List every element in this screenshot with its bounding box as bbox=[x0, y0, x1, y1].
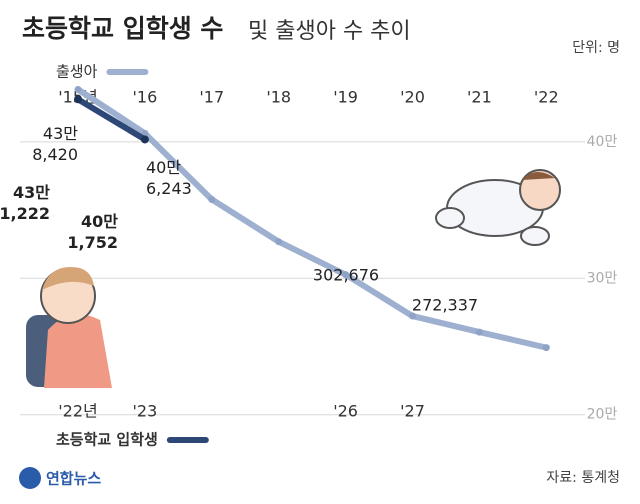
legend-label: 초등학교 입학생 bbox=[56, 431, 158, 449]
point bbox=[74, 95, 82, 104]
value-label: 302,676 bbox=[313, 266, 379, 285]
baby-hair bbox=[522, 171, 555, 180]
logo: 연합뉴스 bbox=[19, 467, 101, 489]
x-tick-label: '22 bbox=[534, 88, 559, 107]
point bbox=[140, 135, 149, 144]
unit: 단위: 명 bbox=[572, 40, 620, 56]
series-line bbox=[75, 96, 148, 143]
baby-head bbox=[519, 169, 561, 211]
chart-title: 초등학교 입학생 수 bbox=[22, 14, 223, 43]
x2-tick-label: '26 bbox=[333, 402, 358, 421]
x2-tick-label: '23 bbox=[133, 402, 158, 421]
x2-tick-label: '27 bbox=[400, 402, 425, 421]
value-label: 43만 8,420 bbox=[32, 124, 78, 164]
point bbox=[475, 328, 483, 336]
child-illustration bbox=[26, 266, 112, 388]
source: 자료: 통계청 bbox=[546, 470, 620, 486]
legend-label: 출생아 bbox=[56, 63, 98, 81]
x-tick-label: '17 bbox=[199, 88, 224, 107]
chart-subtitle: 및 출생아 수 추이 bbox=[248, 19, 411, 44]
child-hair bbox=[42, 266, 94, 290]
logo-icon bbox=[19, 467, 41, 489]
x-tick-label: '16 bbox=[133, 88, 158, 107]
point bbox=[74, 85, 82, 93]
point bbox=[342, 271, 350, 279]
child-body bbox=[44, 314, 112, 388]
baby-foot bbox=[435, 207, 465, 229]
logo-text: 연합뉴스 bbox=[46, 470, 101, 488]
value-label: 43만 1,222 bbox=[0, 183, 50, 223]
x-tick-label: '19 bbox=[333, 88, 358, 107]
series-line bbox=[75, 86, 550, 351]
value-label: 272,337 bbox=[412, 296, 478, 315]
x-tick-label: '20 bbox=[400, 88, 425, 107]
x2-tick-label: '22년 bbox=[58, 402, 97, 421]
baby-illustration bbox=[435, 169, 561, 246]
x-tick-label: '18 bbox=[266, 88, 291, 107]
x-tick-label: '21 bbox=[467, 88, 492, 107]
point bbox=[409, 312, 416, 320]
y-tick-label: 40만 bbox=[587, 134, 618, 150]
y-tick-label: 20만 bbox=[587, 407, 618, 423]
baby-arm bbox=[520, 226, 550, 246]
point bbox=[275, 238, 283, 246]
y-tick-label: 30만 bbox=[587, 270, 618, 286]
point bbox=[542, 344, 550, 352]
point bbox=[208, 195, 216, 203]
value-label: 40만 6,243 bbox=[146, 158, 192, 198]
value-label: 40만 1,752 bbox=[67, 212, 118, 252]
